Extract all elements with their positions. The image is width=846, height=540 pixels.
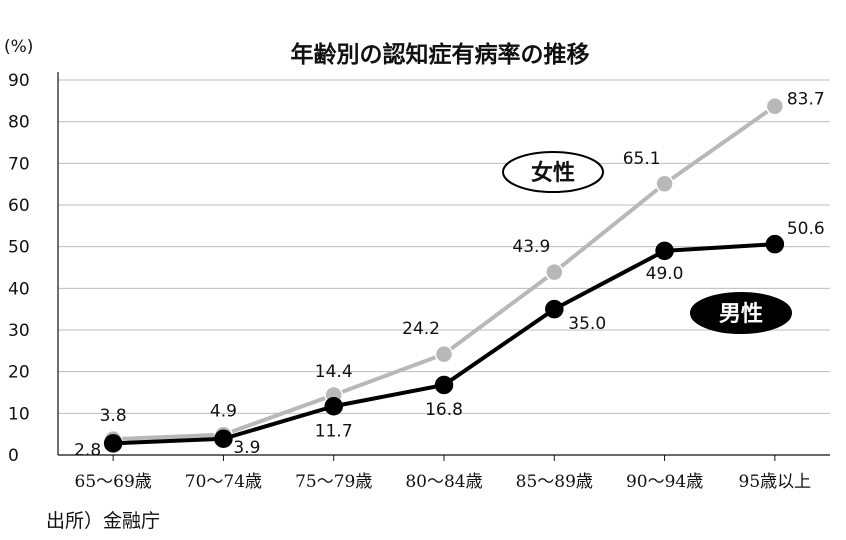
y-tick-label: 40 xyxy=(8,279,30,299)
x-tick-label: 75～79歳 xyxy=(295,472,372,492)
gridlines xyxy=(58,79,830,414)
y-tick-label: 80 xyxy=(8,113,30,133)
data-label-female: 43.9 xyxy=(512,237,550,257)
y-tick-label: 20 xyxy=(8,363,30,383)
x-tick-label: 70～74歳 xyxy=(185,472,262,492)
data-label-male: 2.8 xyxy=(74,440,101,460)
data-label-male: 50.6 xyxy=(787,219,825,239)
data-labels: 3.8 4.9 14.4 24.2 43.9 65.1 83.7 2.8 3.9 11.7 16.8… xyxy=(74,89,825,460)
y-tick-label: 10 xyxy=(8,404,30,424)
x-tick-label: 85～89歳 xyxy=(516,472,593,492)
data-point-female xyxy=(765,97,785,116)
data-label-female: 3.8 xyxy=(100,406,127,426)
y-tick-label: 60 xyxy=(8,196,30,216)
data-point-male xyxy=(765,234,785,254)
y-tick-label: 30 xyxy=(8,321,30,341)
data-label-female: 65.1 xyxy=(623,149,661,169)
y-tick-label: 0 xyxy=(8,446,19,466)
chart-title: 年齢別の認知症有病率の推移 xyxy=(291,41,590,68)
data-label-female: 83.7 xyxy=(787,89,825,109)
data-label-male: 3.9 xyxy=(233,438,260,458)
legend-badge-female xyxy=(502,151,604,193)
data-label-male: 11.7 xyxy=(315,421,353,441)
data-point-male xyxy=(434,375,454,395)
data-point-female xyxy=(545,262,564,282)
legend-label-male: 男性 xyxy=(719,302,763,327)
y-tick-label: 90 xyxy=(8,71,30,91)
data-label-female: 4.9 xyxy=(210,402,237,422)
legend-label-female: 女性 xyxy=(531,160,575,186)
data-point-male xyxy=(655,241,674,261)
data-label-female: 24.2 xyxy=(402,319,440,339)
data-point-female xyxy=(434,344,454,364)
data-label-male: 35.0 xyxy=(568,314,606,334)
y-tick-label: 50 xyxy=(8,238,30,258)
data-label-female: 14.4 xyxy=(315,362,353,382)
series-layer xyxy=(103,97,785,453)
x-tick-label: 95歳以上 xyxy=(739,472,812,492)
axes: 0 10 20 30 40 50 60 70 80 90 65～69歳 70～74歳 75～79歳 80～… xyxy=(8,71,830,492)
data-point-female xyxy=(655,174,674,193)
legend-badge-male xyxy=(690,292,792,334)
data-label-male: 49.0 xyxy=(646,264,684,284)
data-point-male xyxy=(545,299,564,319)
y-tick-label: 70 xyxy=(8,154,30,174)
data-point-male xyxy=(214,429,233,448)
data-label-male: 16.8 xyxy=(425,400,463,420)
y-axis-unit-label: (%) xyxy=(4,37,33,57)
x-tick-label: 90～94歳 xyxy=(626,472,703,492)
x-tick-label: 65～69歳 xyxy=(75,472,152,492)
source-note: 出所）金融庁 xyxy=(46,510,160,532)
x-tick-label: 80～84歳 xyxy=(405,472,482,492)
data-point-male xyxy=(324,397,343,416)
data-point-male xyxy=(103,434,123,453)
